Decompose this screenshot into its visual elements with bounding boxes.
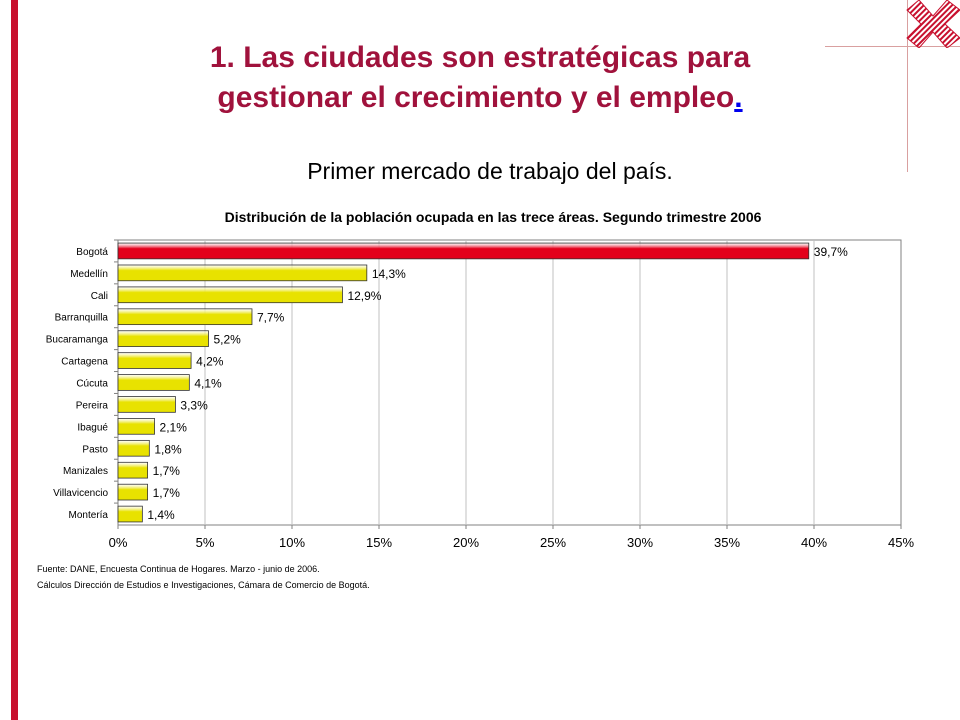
x-tick-label: 20% [453, 535, 479, 550]
divider-line-vertical [907, 0, 908, 172]
bar-ibague [117, 418, 155, 435]
page-subtitle: Primer mercado de trabajo del país. [307, 158, 673, 184]
calculation-note: Cálculos Dirección de Estudios e Investi… [37, 580, 370, 590]
bars [117, 242, 810, 523]
y-axis-label: Manizales [63, 466, 108, 477]
y-axis-label: Cali [91, 291, 108, 302]
data-label: 1,4% [147, 508, 175, 522]
x-tick-label: 40% [801, 535, 827, 550]
source-note: Fuente: DANE, Encuesta Continua de Hogar… [37, 564, 320, 574]
logo-icon [906, 0, 960, 48]
data-label: 39,7% [814, 245, 848, 259]
bar-cartagena [117, 352, 192, 369]
data-label: 3,3% [180, 398, 208, 412]
x-tick-label: 0% [109, 535, 128, 550]
y-axis-label: Montería [69, 510, 109, 521]
page-title: 1. Las ciudades son estratégicas para ge… [60, 38, 900, 118]
y-axis-label: Bucaramanga [46, 335, 109, 346]
plot-area [117, 239, 902, 526]
y-axis-labels: Bogotá Medellín Cali Barranquilla Bucaramang… [46, 239, 118, 521]
data-label: 1,7% [153, 464, 181, 478]
data-label: 5,2% [213, 333, 241, 347]
data-label: 1,8% [154, 442, 182, 456]
data-label: 1,7% [153, 486, 181, 500]
y-axis-label: Pasto [82, 444, 108, 455]
bar-villavicencio [117, 483, 148, 501]
y-axis-label: Villavicencio [53, 488, 108, 499]
data-label: 4,1% [194, 377, 222, 391]
y-axis-label: Cúcuta [76, 379, 108, 390]
divider-line [825, 46, 960, 47]
title-link-dot[interactable]: . [734, 81, 743, 114]
bar-barranquilla [117, 308, 253, 326]
bar-cali [117, 286, 343, 304]
bar-manizales [117, 461, 148, 479]
title-line-1: 1. Las ciudades son estratégicas para [209, 41, 751, 74]
bar-cucuta [117, 374, 190, 391]
x-tick-label: 15% [366, 535, 392, 550]
data-labels: 39,7% 14,3% 12,9% 7,7% 5,2% 4,2% 4,1% 3,3% 2,1% 1… [147, 245, 848, 522]
bar-pasto [117, 439, 150, 457]
x-tick-label: 45% [888, 535, 914, 550]
title-line-2: gestionar el crecimiento y el empleo [217, 81, 735, 114]
x-tick-label: 35% [714, 535, 740, 550]
y-axis-label: Pereira [76, 400, 109, 411]
x-axis-ticks: 0% 5% 10% 15% 20% 25% 30% 35% 40% 45% [109, 525, 914, 550]
y-axis-label: Medellín [70, 269, 108, 280]
chart-title: Distribución de la población ocupada en … [225, 209, 762, 225]
x-tick-label: 5% [196, 535, 215, 550]
bar-medellin [117, 264, 368, 282]
bar-bogota [117, 242, 810, 260]
data-label: 14,3% [372, 267, 406, 281]
y-axis-label: Ibagué [77, 422, 108, 433]
y-axis-label: Bogotá [76, 247, 108, 258]
bar-pereira [117, 396, 176, 413]
bar-chart: Distribución de la población ocupada en … [37, 209, 914, 590]
accent-bar [11, 0, 18, 720]
x-tick-label: 10% [279, 535, 305, 550]
bar-bucaramanga [117, 330, 209, 347]
data-label: 2,1% [160, 420, 188, 434]
x-tick-label: 25% [540, 535, 566, 550]
data-label: 12,9% [347, 289, 381, 303]
data-label: 7,7% [257, 311, 285, 325]
y-axis-label: Cartagena [61, 357, 108, 368]
grid-lines [204, 240, 815, 525]
y-axis-label: Barranquilla [55, 313, 109, 324]
x-tick-label: 30% [627, 535, 653, 550]
bar-monteria [117, 505, 143, 523]
data-label: 4,2% [196, 355, 224, 369]
